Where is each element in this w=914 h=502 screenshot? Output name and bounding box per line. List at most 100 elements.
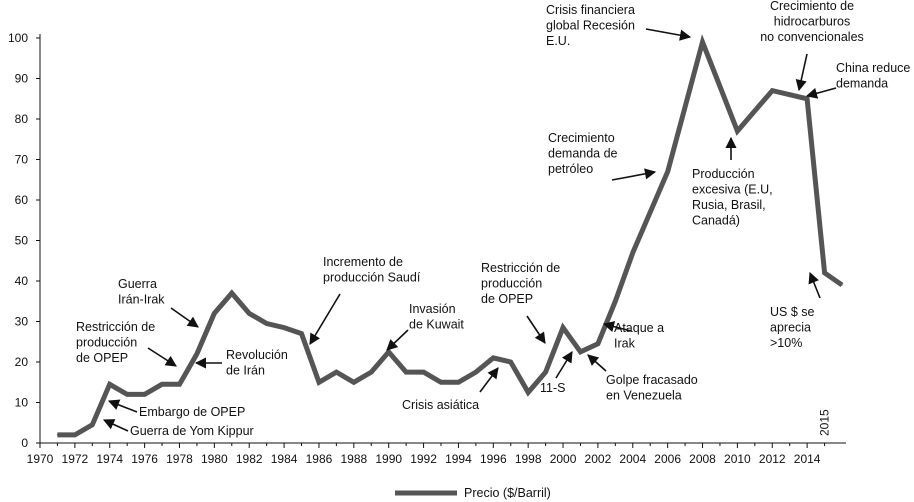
- annotation-line: Producción: [692, 167, 755, 181]
- data-point: [178, 383, 181, 385]
- x-tick-label: 1990: [375, 452, 402, 466]
- annotation-kuwait: Invasión de Kuwait: [386, 302, 464, 351]
- annotation-text: China reduce demanda: [836, 61, 910, 91]
- annotation-produccion-excesiva: Producción excesiva (E.U, Rusia, Brasil, Ca…: [692, 136, 773, 228]
- data-point: [91, 424, 93, 426]
- annotation-arrow: [102, 419, 129, 432]
- x-tick-label: 1974: [96, 452, 123, 466]
- annotation-restriccion-2000: Restricción de producción de OPEP: [481, 261, 560, 344]
- annotation-text: Ataque a Irak: [614, 321, 664, 351]
- annotation-text: Crisis asiática: [402, 398, 479, 412]
- data-point: [440, 381, 442, 383]
- data-point: [806, 98, 808, 100]
- annotation-arrow: [526, 315, 546, 344]
- x-tick-label: 1986: [306, 452, 333, 466]
- data-point: [74, 434, 76, 436]
- y-tick-label: 50: [15, 234, 29, 248]
- annotation-arrow: [107, 399, 138, 413]
- annotation-once-s: 11-S: [540, 351, 573, 395]
- y-tick-label: 80: [15, 112, 29, 126]
- x-tick-label: 2010: [724, 452, 751, 466]
- data-point: [754, 110, 756, 112]
- data-point: [335, 371, 337, 373]
- annotation-line: aprecia: [770, 321, 811, 335]
- y-tick-label: 100: [8, 31, 28, 45]
- x-tick-label: 1994: [445, 452, 472, 466]
- data-point: [318, 381, 320, 383]
- annotation-crisis-2008: Crisis financiera global Recesión E.U.: [546, 3, 692, 48]
- data-point: [545, 371, 547, 373]
- data-point: [579, 351, 582, 353]
- data-point: [649, 211, 651, 213]
- data-point: [562, 326, 564, 329]
- annotation-text: Crisis financiera global Recesión E.U.: [546, 3, 635, 48]
- annotation-line: de OPEP: [481, 292, 533, 306]
- series-line-price: [57, 34, 844, 438]
- annotation-line: Ataque a: [614, 321, 664, 335]
- annotation-text: Guerra de Yom Kippur: [130, 424, 254, 438]
- annotation-arrow: [795, 53, 808, 92]
- x-tick-label: 1978: [166, 452, 193, 466]
- data-point: [771, 90, 773, 92]
- annotations-layer: Crisis financiera global Recesión E.U. Crec…: [76, 0, 910, 438]
- x-tick-label: 1980: [201, 452, 228, 466]
- x-tick-label: 2006: [654, 452, 681, 466]
- annotation-text: Invasión de Kuwait: [409, 302, 464, 332]
- annotation-text: Embargo de OPEP: [139, 405, 245, 419]
- y-tick-label: 90: [15, 72, 29, 86]
- data-point: [701, 41, 704, 43]
- x-tick-label: 2014: [794, 452, 821, 466]
- data-point: [614, 300, 616, 302]
- annotation-line: >10%: [770, 336, 802, 350]
- x-tick-label: 2000: [550, 452, 577, 466]
- annotation-line: Revolución: [226, 348, 288, 362]
- data-point: [126, 393, 128, 395]
- annotation-line: en Venezuela: [606, 389, 682, 403]
- y-tick-label: 20: [15, 355, 29, 369]
- annotation-line: Golpe fracasado: [606, 373, 698, 387]
- x-tick-label: 1992: [410, 452, 437, 466]
- annotation-line: producción: [481, 277, 542, 291]
- annotation-line: Guerra: [118, 277, 157, 291]
- data-point: [789, 94, 791, 96]
- data-point: [475, 371, 477, 373]
- data-point: [388, 351, 390, 353]
- annotation-line: Incremento de: [323, 255, 403, 269]
- annotation-line: producción: [76, 336, 137, 350]
- data-point: [266, 322, 268, 325]
- annotation-china: China reduce demanda: [805, 61, 910, 99]
- annotation-line: hidrocarburos: [774, 15, 850, 29]
- annotation-guerra-iran-irak: Guerra Irán-Irak: [118, 277, 199, 328]
- x-tick-label: 1988: [340, 452, 367, 466]
- x-tick-label: 1982: [236, 452, 263, 466]
- annotation-text: Revolución de Irán: [226, 348, 288, 378]
- data-point: [213, 312, 215, 314]
- data-point: [510, 361, 512, 363]
- data-point: [597, 343, 599, 345]
- annotation-text: US $ se aprecia >10%: [770, 305, 815, 350]
- annotation-hidrocarburos: Crecimiento de hidrocarburos no convencion…: [760, 0, 864, 92]
- annotation-arrow: [611, 168, 657, 181]
- legend-label: Precio ($/Barril): [464, 486, 551, 500]
- data-point: [841, 284, 843, 286]
- annotation-line: demanda: [836, 77, 888, 91]
- annotation-line: Crecimiento: [548, 131, 615, 145]
- series-layer: [56, 34, 844, 438]
- annotation-line: Crecimiento de: [770, 0, 854, 13]
- x-tick-label: 1998: [515, 452, 542, 466]
- annotation-text: Incremento de producción Saudí: [323, 255, 421, 285]
- annotation-text: Crecimiento de hidrocarburos no convencion…: [760, 0, 864, 44]
- x-tick-label: 2004: [619, 452, 646, 466]
- data-point: [632, 252, 634, 254]
- data-point: [492, 357, 494, 359]
- annotation-ataque-irak: Ataque a Irak: [602, 321, 664, 351]
- data-point: [161, 383, 163, 385]
- annotation-golpe-venezuela: Golpe fracasado en Venezuela: [587, 354, 698, 403]
- x-tick-label: 2008: [689, 452, 716, 466]
- annotation-arrow: [555, 351, 573, 379]
- data-point: [231, 292, 233, 294]
- data-point: [109, 383, 111, 385]
- data-point: [56, 434, 59, 436]
- y-tick-label: 60: [15, 193, 29, 207]
